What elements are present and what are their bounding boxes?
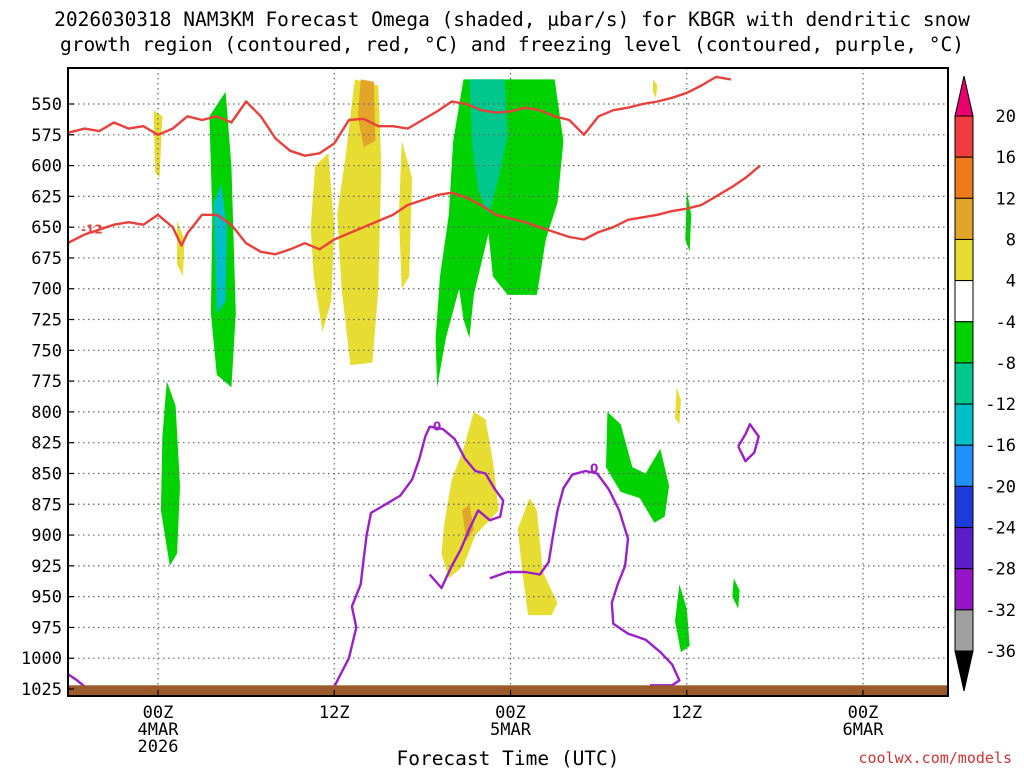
x-tick-label-51-0: 00Z <box>848 703 879 723</box>
x-tick-label-27-1: 5MAR <box>490 720 532 740</box>
y-tick-label-725: 725 <box>31 311 62 331</box>
y-tick-label-600: 600 <box>31 157 62 177</box>
contour-line-2 <box>333 425 505 688</box>
colorbar-label-3: 8 <box>1006 230 1016 250</box>
colorbar-band-7 <box>954 403 974 446</box>
colorbar-label-2: 12 <box>996 189 1016 209</box>
omega-region-9 <box>177 221 185 277</box>
contour-label-1: -12 <box>81 223 103 237</box>
x-tick-label-3-0: 00Z <box>143 703 174 723</box>
y-tick-label-850: 850 <box>31 464 62 484</box>
colorbar-band-1 <box>954 156 974 199</box>
omega-region-6 <box>357 79 376 148</box>
chart-title-line2: growth region (contoured, red, °C) and f… <box>60 33 964 56</box>
ground-fill <box>68 685 948 696</box>
colorbar-band-3 <box>954 238 974 282</box>
contour-label-3: 0 <box>590 462 598 476</box>
x-tick-label-39-0: 12Z <box>671 703 702 723</box>
y-tick-label-925: 925 <box>31 557 62 577</box>
colorbar-top-arrow <box>954 75 974 117</box>
colorbar-label-10: -24 <box>985 519 1016 539</box>
colorbar-label-8: -16 <box>985 436 1016 456</box>
contour-label-2: 0 <box>433 420 441 434</box>
y-tick-label-875: 875 <box>31 495 62 515</box>
y-tick-label-625: 625 <box>31 187 62 207</box>
y-tick-label-825: 825 <box>31 434 62 454</box>
y-tick-label-1025: 1025 <box>21 680 62 700</box>
omega-region-15 <box>606 411 670 523</box>
colorbar-bottom-arrow <box>954 650 974 692</box>
omega-region-13 <box>462 504 474 542</box>
colorbar: 20 16 12 8 4 -4 -8 -12 -16 -20 -24 -28 -32 -36 <box>954 75 1016 692</box>
colorbar-label-5: -4 <box>996 313 1016 333</box>
x-axis-label: Forecast Time (UTC) <box>396 747 619 768</box>
y-tick-label-775: 775 <box>31 372 62 392</box>
colorbar-band-8 <box>954 444 974 487</box>
colorbar-band-12 <box>954 609 974 652</box>
y-tick-label-675: 675 <box>31 249 62 269</box>
omega-region-2 <box>160 381 180 566</box>
colorbar-label-1: 16 <box>996 148 1016 168</box>
omega-region-16 <box>675 584 690 653</box>
y-tick-label-700: 700 <box>31 280 62 300</box>
colorbar-band-9 <box>954 485 974 529</box>
y-tick-label-975: 975 <box>31 618 62 638</box>
y-tick-label-650: 650 <box>31 218 62 238</box>
x-tick-label-27-0: 00Z <box>495 703 526 723</box>
plot-frame <box>67 67 949 697</box>
ground-layer <box>68 685 948 696</box>
y-tick-label-550: 550 <box>31 95 62 115</box>
colorbar-band-0 <box>954 115 974 158</box>
colorbar-label-7: -12 <box>985 395 1016 415</box>
x-tick-label-15-0: 12Z <box>319 703 350 723</box>
colorbar-label-13: -36 <box>985 642 1016 662</box>
colorbar-label-12: -32 <box>985 601 1016 621</box>
chart-title-line1: 2026030318 NAM3KM Forecast Omega (shaded… <box>54 8 970 31</box>
omega-region-12 <box>441 411 499 579</box>
contour-line-1 <box>68 164 761 256</box>
x-tick-label-51-1: 6MAR <box>843 720 885 740</box>
omega-region-5 <box>310 153 335 332</box>
contour-line-0 <box>68 75 732 157</box>
colorbar-label-9: -20 <box>985 477 1016 497</box>
y-tick-label-575: 575 <box>31 126 62 146</box>
x-tick-label-3-1: 4MAR <box>138 720 180 740</box>
colorbar-label-0: 20 <box>996 107 1016 127</box>
contour-line-4 <box>68 672 89 690</box>
x-tick-label-3-2: 2026 <box>138 737 179 757</box>
colorbar-band-11 <box>954 568 974 611</box>
omega-shading-layer <box>153 79 740 653</box>
colorbar-label-4: 4 <box>1006 272 1016 292</box>
y-tick-label-1000: 1000 <box>21 649 62 669</box>
colorbar-label-6: -8 <box>996 354 1016 374</box>
omega-region-7 <box>398 140 413 289</box>
omega-region-10 <box>435 79 564 388</box>
y-axis: 550 575 600 625 650 675 700 725 750 775 800 825 850 8… <box>21 95 74 700</box>
colorbar-band-5 <box>954 321 974 364</box>
omega-region-4 <box>337 79 382 366</box>
colorbar-label-11: -28 <box>985 560 1016 580</box>
y-tick-label-800: 800 <box>31 403 62 423</box>
credit-text: coolwx.com/models <box>858 749 1012 767</box>
omega-region-19 <box>675 387 681 425</box>
y-tick-label-750: 750 <box>31 341 62 361</box>
omega-region-18 <box>732 578 740 609</box>
colorbar-band-10 <box>954 527 974 570</box>
colorbar-band-6 <box>954 362 974 405</box>
colorbar-band-2 <box>954 197 974 240</box>
omega-region-14 <box>517 498 558 616</box>
colorbar-band-4 <box>954 280 974 323</box>
omega-region-20 <box>653 79 658 98</box>
contour-line-5 <box>737 423 760 463</box>
y-tick-label-900: 900 <box>31 526 62 546</box>
contour-line-3 <box>489 469 681 687</box>
omega-region-17 <box>685 190 692 252</box>
y-tick-label-950: 950 <box>31 588 62 608</box>
